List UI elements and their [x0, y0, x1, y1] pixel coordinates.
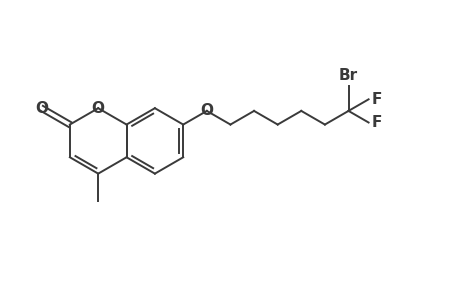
Text: O: O [91, 101, 105, 116]
Text: O: O [200, 103, 213, 118]
Text: F: F [371, 92, 381, 107]
Text: O: O [35, 101, 48, 116]
Text: Br: Br [338, 68, 357, 83]
Text: F: F [371, 115, 381, 130]
